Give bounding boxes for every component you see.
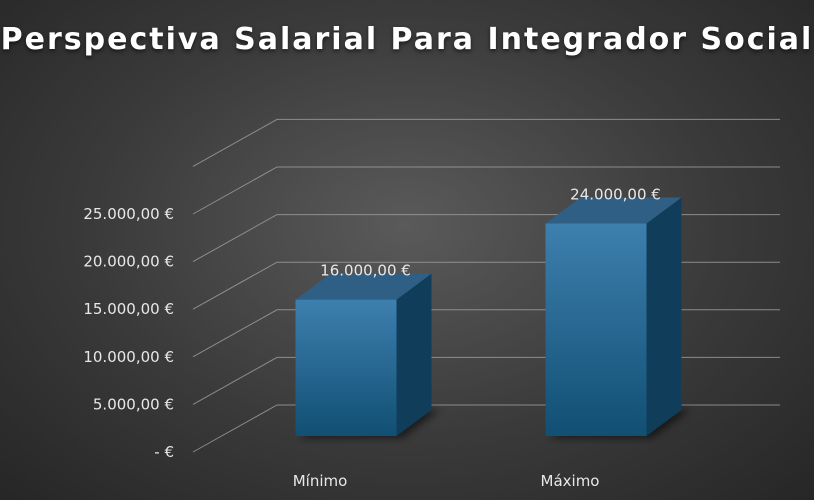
bar-side-face	[646, 197, 682, 436]
bar-side-face	[396, 273, 432, 436]
category-labels: Mínimo Máximo	[293, 472, 600, 490]
bar-top-face	[295, 273, 432, 300]
gridline	[192, 166, 780, 215]
gridlines	[192, 118, 780, 453]
y-tick-label: - €	[154, 443, 174, 461]
gridline	[192, 356, 780, 405]
gridline	[192, 214, 780, 263]
bar-mínimo: 16.000,00 €	[295, 262, 440, 438]
bars: 16.000,00 € 24.000,00 €	[295, 186, 690, 438]
y-tick-label: 15.000,00 €	[83, 300, 174, 318]
y-tick-label: 25.000,00 €	[83, 205, 174, 223]
gridline	[192, 261, 780, 310]
chart-title: Perspectiva Salarial Para Integrador Soc…	[0, 22, 814, 57]
bar-máximo: 24.000,00 €	[545, 186, 690, 438]
bar-front-face	[295, 299, 397, 436]
bar-front-face	[545, 223, 647, 436]
category-label: Mínimo	[293, 472, 348, 490]
gridline	[192, 118, 780, 167]
data-label: 16.000,00 €	[320, 262, 411, 280]
y-axis-ticks: - € 5.000,00 € 10.000,00 € 15.000,00 € 20.00…	[83, 205, 174, 461]
category-label: Máximo	[541, 472, 600, 490]
bar-top-face	[545, 197, 682, 224]
y-tick-label: 10.000,00 €	[83, 348, 174, 366]
gridline	[192, 309, 780, 358]
y-tick-label: 5.000,00 €	[93, 395, 174, 413]
gridline	[192, 404, 780, 453]
y-tick-label: 20.000,00 €	[83, 253, 174, 271]
data-label: 24.000,00 €	[570, 186, 661, 204]
